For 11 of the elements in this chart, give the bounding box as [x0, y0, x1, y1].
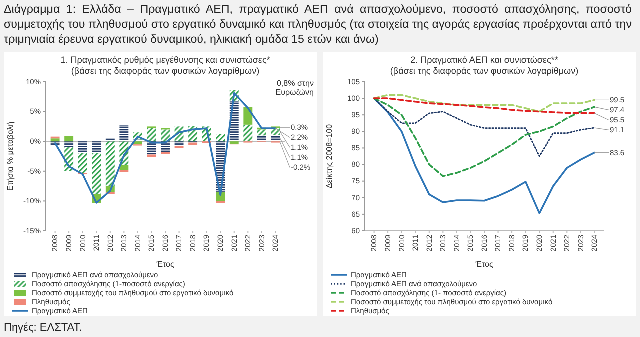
x-axis-title: Έτος — [156, 260, 174, 269]
x-axis-title: Έτος — [474, 260, 494, 269]
y-axis-title: Ετήσια % μεταβολή — [6, 122, 15, 192]
text: Διάγραμμα 1: Ελλάδα – Πραγματικό ΑΕΠ, πραγματικό ΑΕΠ ανά απασχολούμενο, ποσοστό απασχόλησης, ποσοστό συμμετοχής του πληθυσμού στο εργατικό δυναμικό και πληθυσμός (τα στοιχεία της αγοράς εργασίας προέρχονται από την τριμηνιαία έρευνα εργατικού δυναμικού, ηλικιακή ομάδα 15 ετών και άνω) — [4, 2, 632, 47]
chart-subtitle: (βάσει της διαφοράς των φυσικών λογαρίθμων) — [71, 66, 260, 76]
chart-subtitle: (βάσει της διαφοράς των φυσικών λογαρίθμων) — [390, 66, 579, 76]
annotation: 0,8% στην Ευρωζώνη — [276, 79, 314, 97]
chart-title: 2. Πραγματικό ΑΕΠ και συνιστώσες** — [410, 55, 559, 65]
text: Πηγές: ΕΛΣΤΑΤ. — [4, 322, 82, 334]
chart-title: 1. Πραγματικός ρυθμός μεγέθυνσης και συνιστώσες* — [60, 55, 271, 65]
y-axis-title: Δείκτης 2008=100 — [325, 124, 334, 189]
